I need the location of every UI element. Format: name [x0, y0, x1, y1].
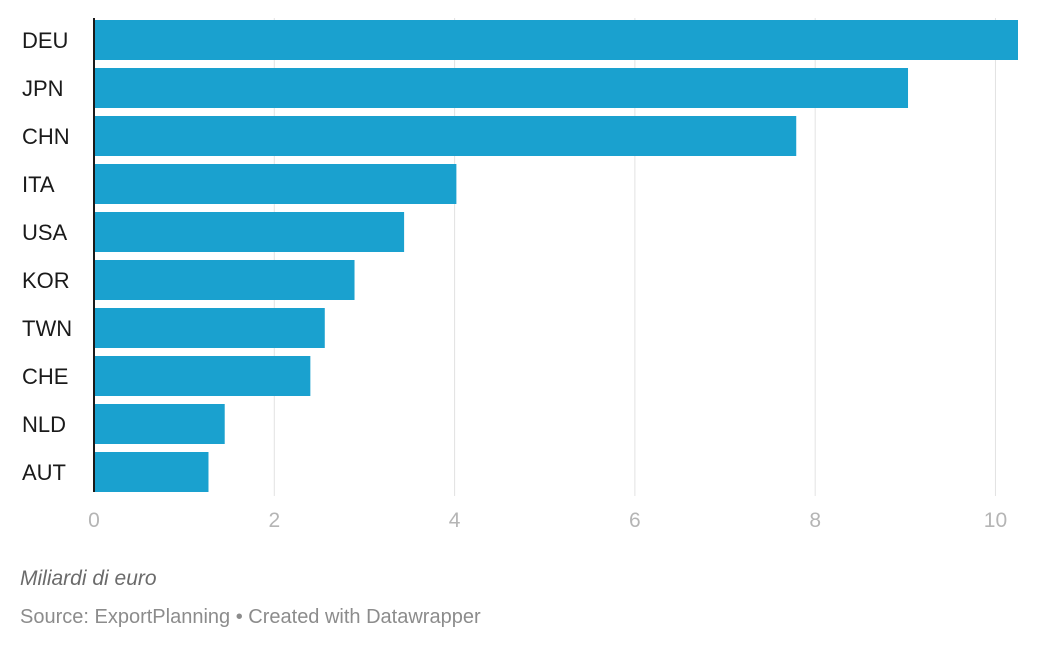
category-label: DEU: [22, 28, 68, 53]
x-tick-label: 10: [984, 509, 1007, 532]
datawrapper-credit: Created with Datawrapper: [248, 606, 481, 628]
bar-che: [94, 356, 311, 396]
x-tick-label: 0: [88, 509, 100, 532]
bar-chn: [94, 116, 797, 156]
x-tick-label: 6: [629, 509, 641, 532]
category-label: JPN: [22, 76, 64, 101]
category-label: USA: [22, 220, 68, 245]
bar-ita: [94, 164, 457, 204]
bar-kor: [94, 260, 355, 300]
bar-jpn: [94, 68, 909, 108]
category-label: CHN: [22, 124, 70, 149]
bar-usa: [94, 212, 405, 252]
source-text: Source: ExportPlanning: [20, 606, 231, 628]
source-line: Source: ExportPlanning • Created with Da…: [20, 606, 481, 629]
x-tick-label: 8: [809, 509, 821, 532]
category-label: ITA: [22, 172, 55, 197]
source-separator: •: [235, 606, 243, 628]
category-label: KOR: [22, 268, 70, 293]
bars: [94, 20, 1018, 492]
bar-aut: [94, 452, 209, 492]
bar-twn: [94, 308, 325, 348]
category-label: NLD: [22, 412, 66, 437]
unit-note: Miliardi di euro: [20, 567, 157, 590]
bar-deu: [94, 20, 1018, 60]
x-tick-label: 2: [268, 509, 280, 532]
category-label: TWN: [22, 316, 72, 341]
category-labels: DEU JPN CHN ITA USA KOR TWN CHE NLD AUT: [22, 28, 72, 485]
bar-chart: DEU JPN CHN ITA USA KOR TWN CHE NLD AUT 0 2 4 6 8 10: [22, 18, 1018, 532]
x-axis-tick-labels: 0 2 4 6 8 10: [88, 509, 1007, 532]
category-label: CHE: [22, 364, 68, 389]
bar-nld: [94, 404, 225, 444]
x-tick-label: 4: [449, 509, 461, 532]
category-label: AUT: [22, 460, 66, 485]
